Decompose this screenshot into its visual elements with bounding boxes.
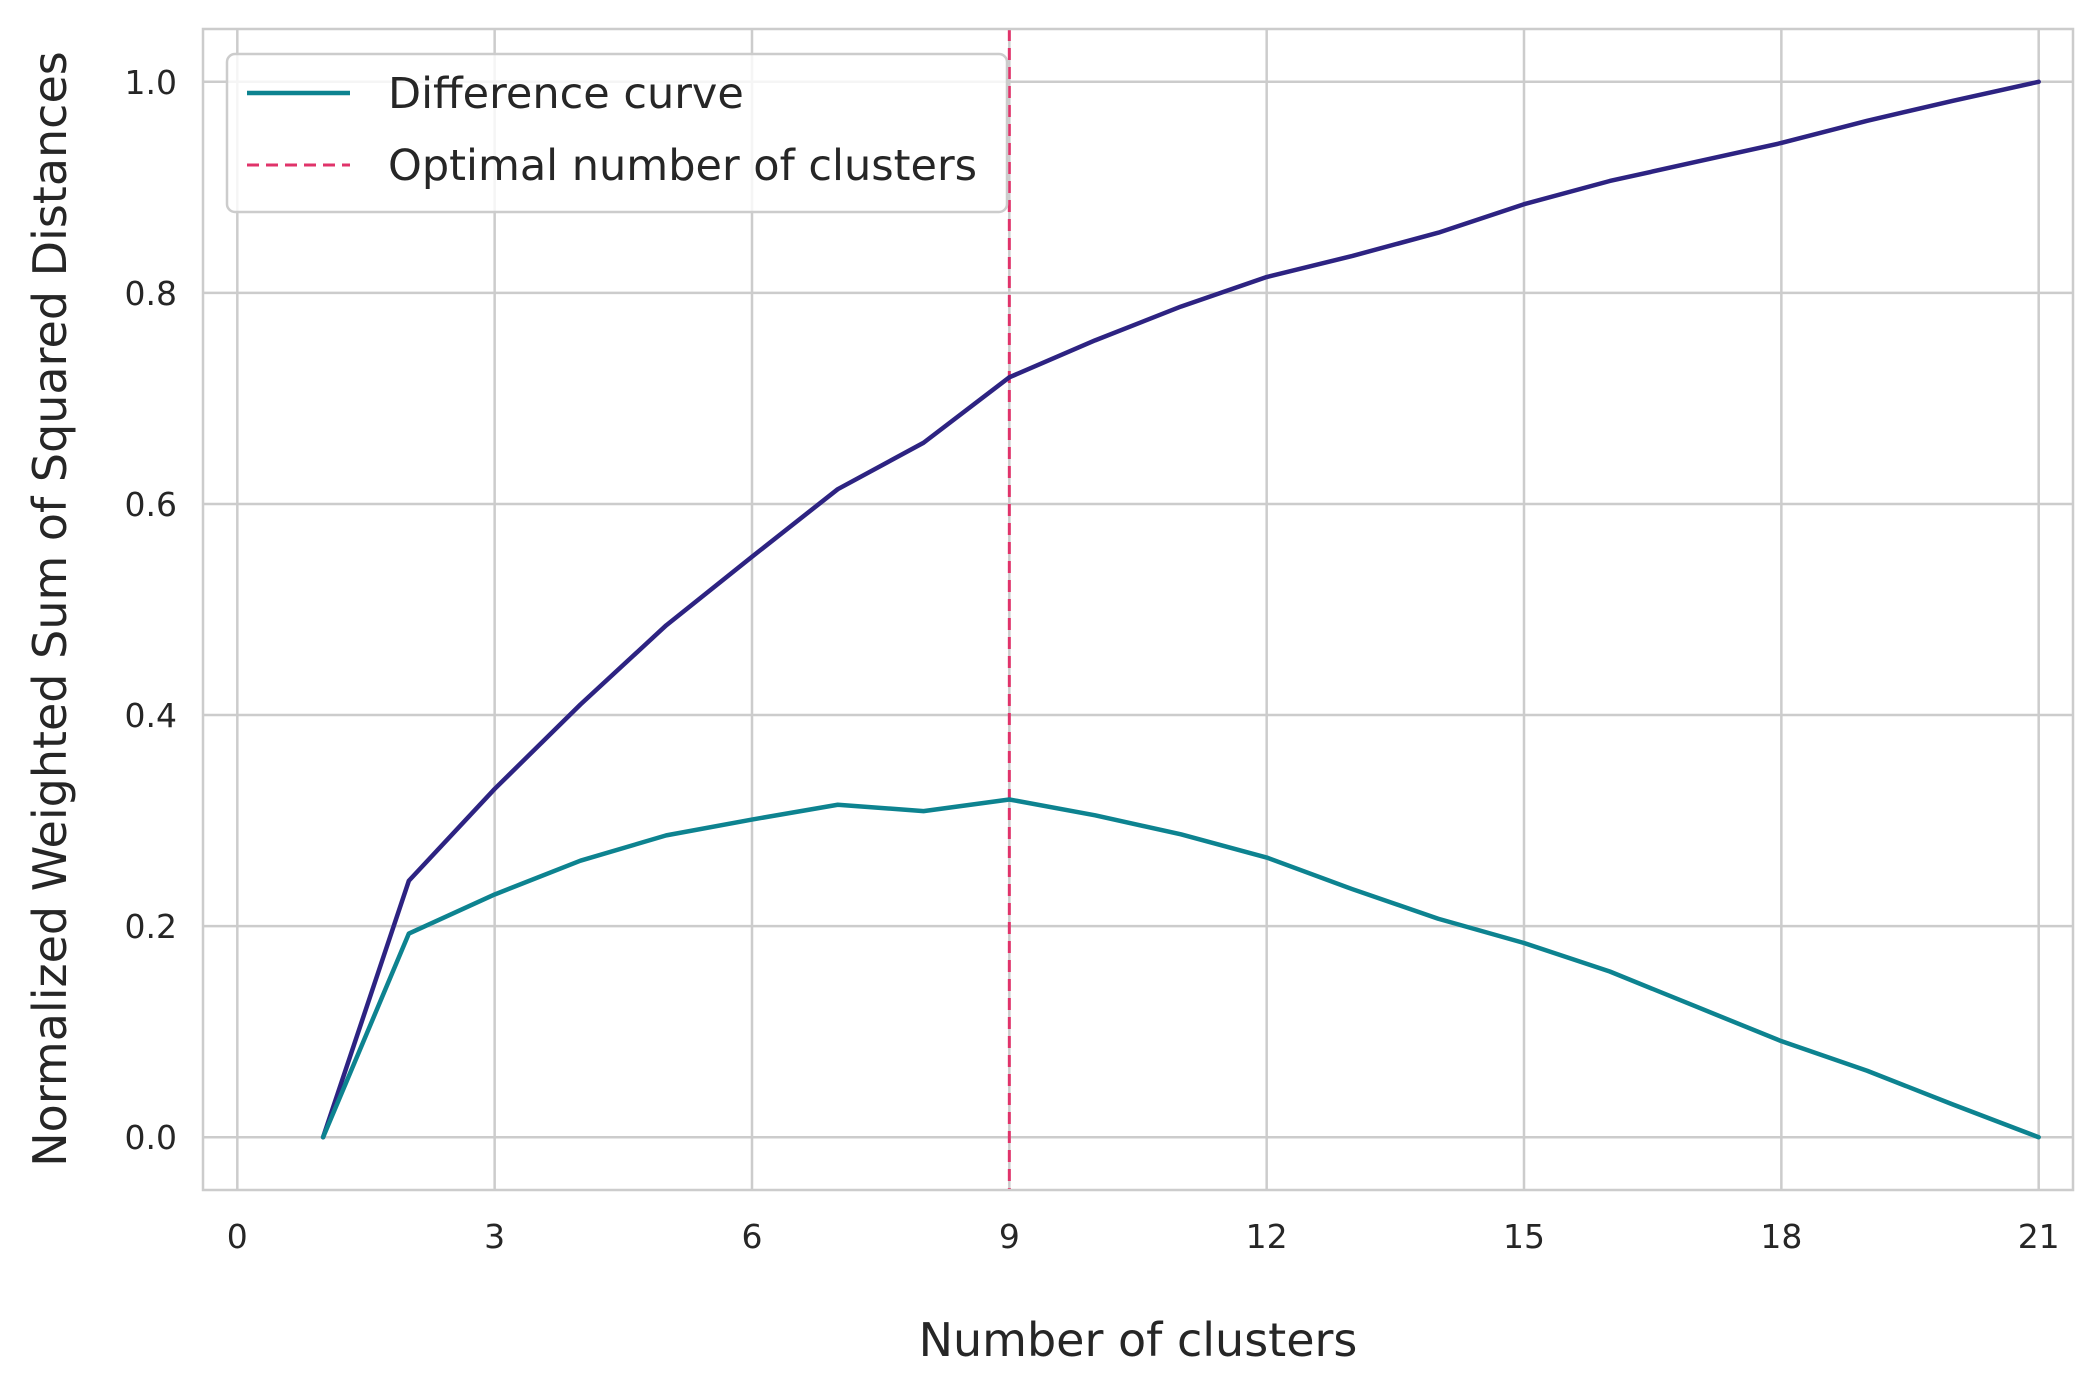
x-tick-label: 6 <box>741 1217 762 1256</box>
x-tick-label: 3 <box>484 1217 505 1256</box>
x-tick-label: 9 <box>999 1217 1020 1256</box>
legend: Difference curve Optimal number of clust… <box>225 52 1009 214</box>
y-tick-labels: 0.0 0.2 0.4 0.6 0.8 1.0 <box>125 63 177 1157</box>
y-tick-label: 1.0 <box>125 63 177 102</box>
y-tick-label: 0.6 <box>125 485 177 524</box>
x-tick-label: 21 <box>2018 1217 2060 1256</box>
x-tick-labels: 0 3 6 9 12 15 18 21 <box>227 1217 2060 1256</box>
y-tick-label: 0.0 <box>125 1118 177 1157</box>
grid <box>203 29 2073 1190</box>
plot-frame <box>201 27 2075 1192</box>
difference-curve-line <box>320 797 2041 1140</box>
y-tick-label: 0.8 <box>125 274 177 313</box>
legend-label-difference-curve: Difference curve <box>388 69 744 119</box>
x-tick-label: 0 <box>227 1217 248 1256</box>
y-axis-label: Normalized Weighted Sum of Squared Dista… <box>23 51 77 1166</box>
x-tick-label: 18 <box>1760 1217 1802 1256</box>
series-lines <box>320 79 2041 1140</box>
y-tick-label: 0.2 <box>125 907 177 946</box>
y-tick-label: 0.4 <box>125 696 177 735</box>
x-axis-label: Number of clusters <box>919 1313 1358 1367</box>
normalized-wssd-line <box>320 79 2041 1140</box>
legend-box <box>225 52 1009 214</box>
x-tick-label: 15 <box>1503 1217 1545 1256</box>
legend-label-optimal-clusters: Optimal number of clusters <box>388 141 977 191</box>
x-tick-label: 12 <box>1246 1217 1288 1256</box>
